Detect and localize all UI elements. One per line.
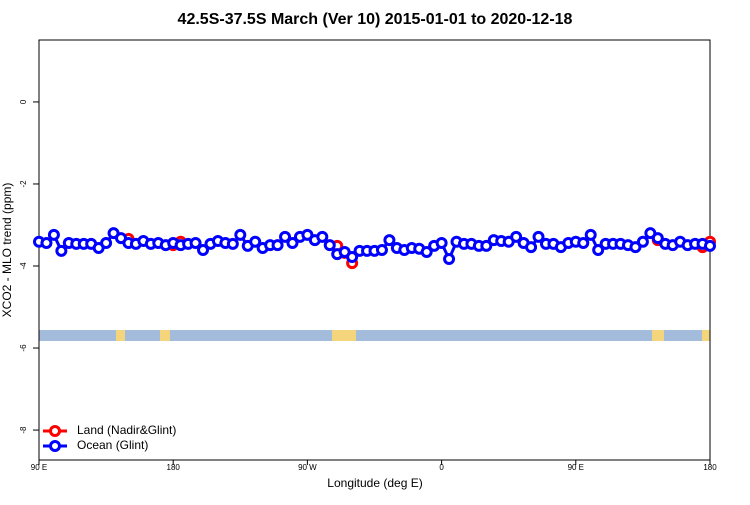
data-point xyxy=(704,239,716,252)
data-point xyxy=(584,228,597,241)
surface-band xyxy=(39,330,710,341)
data-point xyxy=(510,230,523,243)
ocean-band xyxy=(39,330,710,341)
data-point xyxy=(279,230,292,243)
data-point xyxy=(189,237,202,250)
x-tick-label: 90 E xyxy=(31,463,47,472)
x-tick-label: 90 E xyxy=(568,463,584,472)
y-tick-label: -6 xyxy=(19,344,28,352)
x-tick-label: 0 xyxy=(439,463,444,472)
data-point xyxy=(375,244,388,256)
x-tick-label: 180 xyxy=(703,463,717,472)
data-point xyxy=(577,237,590,250)
data-point xyxy=(40,237,53,250)
legend-label: Ocean (Glint) xyxy=(77,438,148,452)
data-point xyxy=(532,230,545,243)
land-patch xyxy=(652,330,664,341)
land-patch xyxy=(702,330,710,341)
data-point xyxy=(47,228,60,241)
data-point xyxy=(301,228,314,241)
data-point xyxy=(525,241,538,254)
data-point xyxy=(197,244,210,256)
x-axis-label: Longitude (deg E) xyxy=(327,476,422,490)
land-patch xyxy=(160,330,170,341)
data-point xyxy=(271,239,284,252)
data-point xyxy=(420,246,433,259)
legend-marker xyxy=(49,425,61,437)
data-point xyxy=(592,244,605,256)
data-point xyxy=(480,239,493,252)
data-point xyxy=(100,237,113,250)
land-patch xyxy=(116,330,125,341)
data-point xyxy=(636,235,649,248)
data-point xyxy=(629,241,642,254)
chart-title: 42.5S-37.5S March (Ver 10) 2015-01-01 to… xyxy=(178,11,573,28)
data-point xyxy=(226,237,239,250)
y-axis-label: XCO2 - MLO trend (ppm) xyxy=(0,183,14,318)
land-patch xyxy=(332,330,356,341)
x-tick-label: 180 xyxy=(167,463,181,472)
data-point xyxy=(55,244,68,257)
data-point xyxy=(346,250,359,263)
x-tick-label: 90 W xyxy=(298,463,317,472)
data-point xyxy=(286,237,299,250)
data-point xyxy=(234,228,247,241)
y-tick-label: 0 xyxy=(19,99,28,104)
legend-label: Land (Nadir&Glint) xyxy=(77,423,176,437)
data-point xyxy=(435,237,448,250)
y-tick-label: -2 xyxy=(19,180,28,188)
data-point xyxy=(323,239,336,252)
data-point xyxy=(316,230,329,243)
data-point xyxy=(383,234,396,247)
legend-marker xyxy=(49,440,61,452)
data-point xyxy=(651,232,664,245)
data-point xyxy=(249,235,262,248)
data-point xyxy=(443,253,456,266)
y-tick-label: -4 xyxy=(19,262,28,270)
legend: Land (Nadir&Glint)Ocean (Glint) xyxy=(43,423,176,452)
y-tick-label: -8 xyxy=(19,426,28,434)
